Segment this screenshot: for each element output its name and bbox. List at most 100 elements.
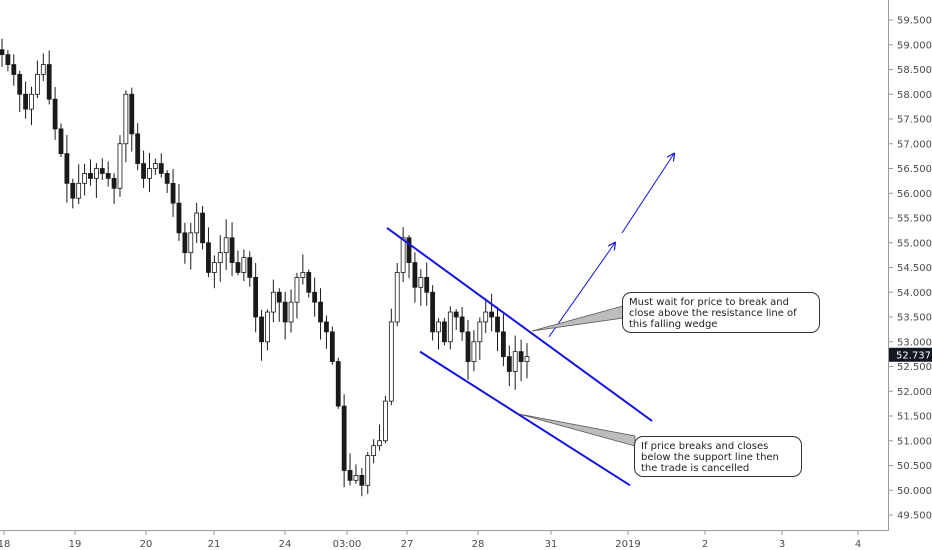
candle-down (11, 64, 17, 75)
x-tick-label: 24 (279, 539, 292, 550)
last-price-badge: 52.737 (889, 347, 932, 362)
candle-down (0, 49, 5, 56)
x-tick-label: 18 (0, 539, 10, 550)
candle-down (359, 474, 365, 486)
y-tick-label: 59.000 (897, 40, 932, 51)
support-note-callout[interactable]: If price breaks and closes below the sup… (634, 436, 802, 477)
candle-up (512, 351, 518, 372)
price-axis[interactable]: 49.500 50.000 50.500 51.000 51.500 52.000 52.5… (888, 16, 932, 522)
y-tick-label: 50.000 (897, 486, 932, 497)
resistance-trendline (386, 227, 653, 422)
candle-down (347, 470, 353, 481)
candle-up (211, 262, 217, 273)
candle-down (5, 54, 11, 65)
projection-arrow (548, 243, 615, 338)
x-tick-label: 3 (779, 539, 785, 550)
candle-down (23, 93, 28, 110)
candle-down (506, 356, 512, 372)
candle-down (424, 276, 430, 293)
y-tick-label: 53.500 (897, 313, 932, 324)
candle-down (518, 351, 524, 362)
candle-down (306, 272, 312, 293)
candle-up (76, 182, 82, 199)
candle-down (276, 291, 282, 303)
candle-up (477, 321, 483, 343)
x-tick-label: 27 (401, 539, 414, 550)
y-tick-label: 57.000 (897, 139, 932, 150)
candle-down (453, 311, 459, 318)
candlestick-series (0, 38, 530, 497)
candle-up (471, 341, 477, 362)
candle-down (459, 316, 465, 333)
candle-up (436, 321, 441, 333)
y-tick-label: 53.000 (897, 337, 932, 348)
candle-up (217, 252, 223, 263)
x-tick-label: 2019 (615, 539, 640, 550)
x-tick-label: 4 (855, 539, 861, 550)
candle-up (123, 93, 129, 145)
candle-down (282, 301, 288, 323)
x-tick-label: 2 (702, 539, 708, 550)
resistance-note-callout[interactable]: Must wait for price to break and close a… (622, 292, 820, 333)
candle-down (430, 291, 436, 333)
candle-down (176, 202, 182, 234)
candle-up (188, 232, 194, 254)
candle-down (141, 163, 146, 179)
candle-down (52, 98, 58, 130)
candle-up (194, 212, 200, 234)
candle-up (117, 143, 123, 189)
candle-up (93, 168, 99, 179)
candle-up (294, 276, 300, 303)
y-tick-label: 50.500 (897, 461, 932, 472)
candle-down (442, 321, 447, 343)
candle-up (383, 400, 388, 442)
candle-up (394, 272, 400, 323)
candle-down (182, 232, 188, 254)
candle-up (400, 237, 406, 273)
candle-down (111, 177, 117, 189)
candle-down (58, 128, 64, 155)
candle-down (206, 242, 211, 273)
support-trendline (419, 350, 631, 487)
candle-up (152, 163, 158, 169)
candle-down (158, 163, 164, 174)
candle-down (412, 262, 418, 288)
candle-down (324, 321, 329, 333)
last-price-badge-bg (889, 347, 932, 362)
candle-up (447, 311, 453, 343)
y-tick-label: 58.500 (897, 65, 932, 76)
candle-down (200, 212, 205, 244)
candle-up (265, 311, 270, 343)
candle-up (388, 321, 394, 402)
candle-up (300, 272, 306, 278)
candle-down (247, 257, 253, 278)
candle-up (365, 455, 371, 486)
candle-down (341, 405, 347, 471)
candle-up (377, 440, 382, 447)
candle-down (64, 153, 70, 184)
x-tick-label: 03:00 (333, 539, 362, 550)
candle-down (135, 133, 141, 164)
trendline-drawings[interactable] (386, 154, 674, 487)
candle-down (70, 182, 76, 199)
candle-up (288, 301, 294, 323)
candle-up (418, 276, 424, 288)
y-tick-label: 56.000 (897, 189, 932, 200)
x-tick-label: 28 (472, 539, 485, 550)
candle-down (235, 262, 241, 273)
y-tick-label: 55.000 (897, 238, 932, 249)
candle-up (29, 93, 34, 110)
projection-arrow (621, 154, 674, 234)
candle-up (223, 237, 229, 254)
time-axis[interactable]: 18 19 20 21 24 03:00 27 28 31 2019 2 3 4 (0, 530, 861, 550)
candle-up (147, 168, 152, 179)
candle-up (371, 445, 377, 457)
x-tick-label: 20 (140, 539, 153, 550)
candle-down (170, 182, 176, 204)
candle-down (312, 291, 318, 303)
candle-down (259, 316, 264, 343)
y-tick-label: 49.500 (897, 511, 932, 522)
y-tick-label: 51.500 (897, 412, 932, 423)
y-tick-label: 58.000 (897, 90, 932, 101)
